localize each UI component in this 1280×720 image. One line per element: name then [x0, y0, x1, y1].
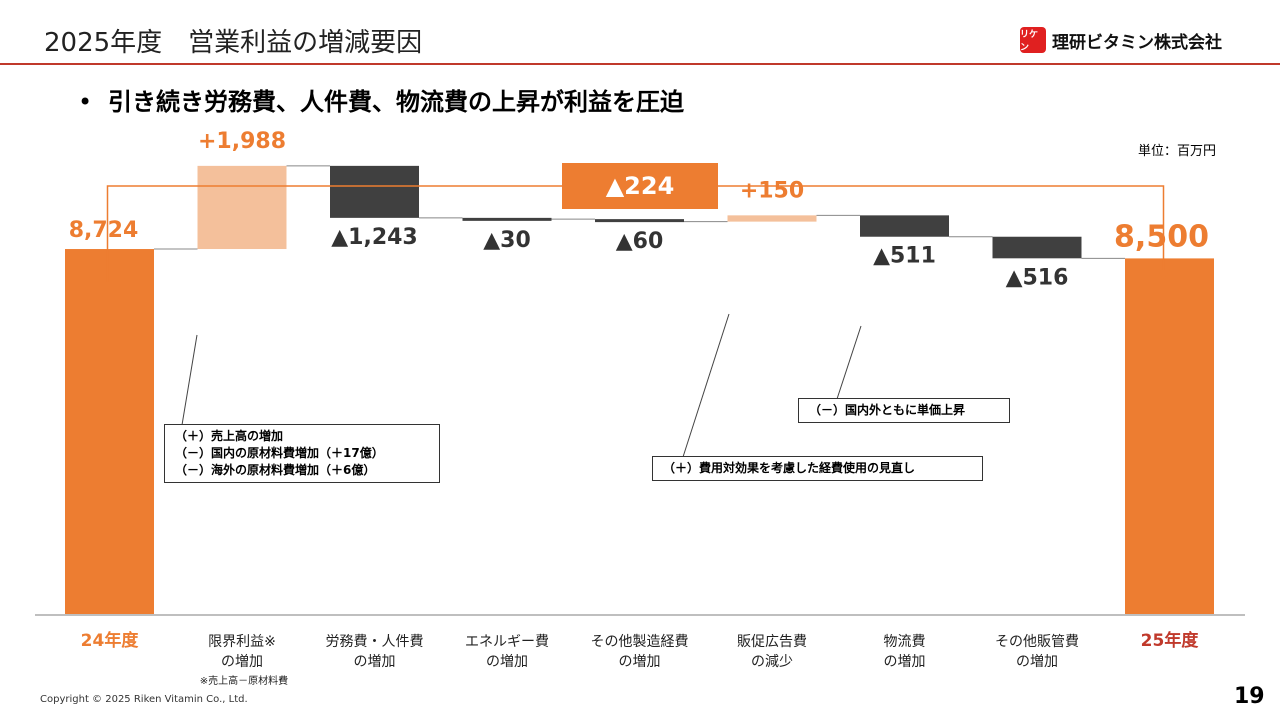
- category-label-0: 24年度: [81, 630, 140, 651]
- data-label-1: +1,988: [198, 129, 286, 154]
- category-label-2: の増加: [354, 654, 396, 670]
- bracket-right: [718, 185, 1165, 270]
- data-label-0: 8,724: [69, 218, 139, 243]
- footnote: ※売上高－原材料費: [200, 674, 288, 687]
- bar-6: [860, 215, 949, 237]
- note-marginal-profit: （＋）売上高の増加 （－）国内の原材料費増加（＋17億） （－）海外の原材料費増…: [164, 424, 440, 483]
- bracket-arrow-icon: [1157, 270, 1170, 279]
- category-label-3: の増加: [486, 654, 528, 670]
- logo-text: 理研ビタミン株式会社: [1052, 32, 1222, 53]
- total-change-box: ▲224: [562, 163, 718, 209]
- copyright: Copyright © 2025 Riken Vitamin Co., Ltd.: [40, 694, 248, 705]
- note-line: （－）国内の原材料費増加（＋17億）: [175, 446, 384, 460]
- data-label-8: 8,500: [1114, 219, 1209, 254]
- note-line: （＋）費用対効果を考慮した経費使用の見直し: [663, 461, 916, 475]
- category-label-2: 労務費・人件費: [326, 634, 424, 650]
- category-label-1: 限界利益※: [208, 634, 276, 650]
- headline-text: 引き続き労務費、人件費、物流費の上昇が利益を圧迫: [108, 88, 684, 116]
- category-label-6: の増加: [884, 654, 926, 670]
- unit-label: 単位：百万円: [1138, 144, 1217, 159]
- bar-3: [462, 217, 552, 221]
- note-logistics: （－）国内外ともに単価上昇: [798, 398, 1010, 423]
- category-label-7: その他販管費: [995, 634, 1079, 650]
- bullet-dot: •: [78, 88, 93, 116]
- leader-marginal: [181, 334, 198, 426]
- bracket-left: [106, 185, 562, 282]
- header-rule: [0, 63, 1280, 65]
- data-label-5: +150: [740, 178, 804, 203]
- page-number: 19: [1234, 684, 1265, 709]
- note-line: （－）海外の原材料費増加（＋6億）: [175, 463, 376, 477]
- data-label-7: ▲516: [1006, 265, 1069, 290]
- data-label-2: ▲1,243: [331, 225, 418, 250]
- bar-5: [727, 215, 817, 222]
- category-label-1: の増加: [221, 654, 263, 670]
- leader-promo: [682, 313, 730, 458]
- bar-1: [197, 165, 287, 250]
- category-label-3: エネルギー費: [465, 634, 549, 650]
- category-label-5: 販促広告費: [737, 634, 807, 650]
- data-label-4: ▲60: [616, 229, 664, 254]
- category-label-4: その他製造経費: [591, 634, 689, 650]
- category-label-6: 物流費: [884, 634, 926, 650]
- headline: • 引き続き労務費、人件費、物流費の上昇が利益を圧迫: [78, 82, 684, 117]
- category-label-4: の増加: [619, 654, 661, 670]
- category-label-8: 25年度: [1141, 630, 1200, 651]
- bar-7: [992, 236, 1082, 259]
- data-label-3: ▲30: [483, 228, 531, 253]
- leader-logistics: [836, 325, 862, 400]
- data-label-6: ▲511: [873, 244, 936, 269]
- category-label-5: の減少: [751, 653, 793, 670]
- bar-0: [65, 249, 154, 614]
- note-line: （＋）売上高の増加: [175, 429, 284, 443]
- note-promo: （＋）費用対効果を考慮した経費使用の見直し: [652, 456, 983, 481]
- category-label-7: の増加: [1016, 654, 1058, 670]
- bar-2: [330, 165, 419, 218]
- company-logo: リケン 理研ビタミン株式会社: [1020, 27, 1222, 53]
- note-line: （－）国内外ともに単価上昇: [809, 403, 966, 417]
- logo-mark-icon: リケン: [1020, 27, 1046, 53]
- bar-4: [595, 219, 684, 223]
- page-title: 2025年度 営業利益の増減要因: [44, 28, 423, 58]
- bar-8: [1125, 258, 1214, 614]
